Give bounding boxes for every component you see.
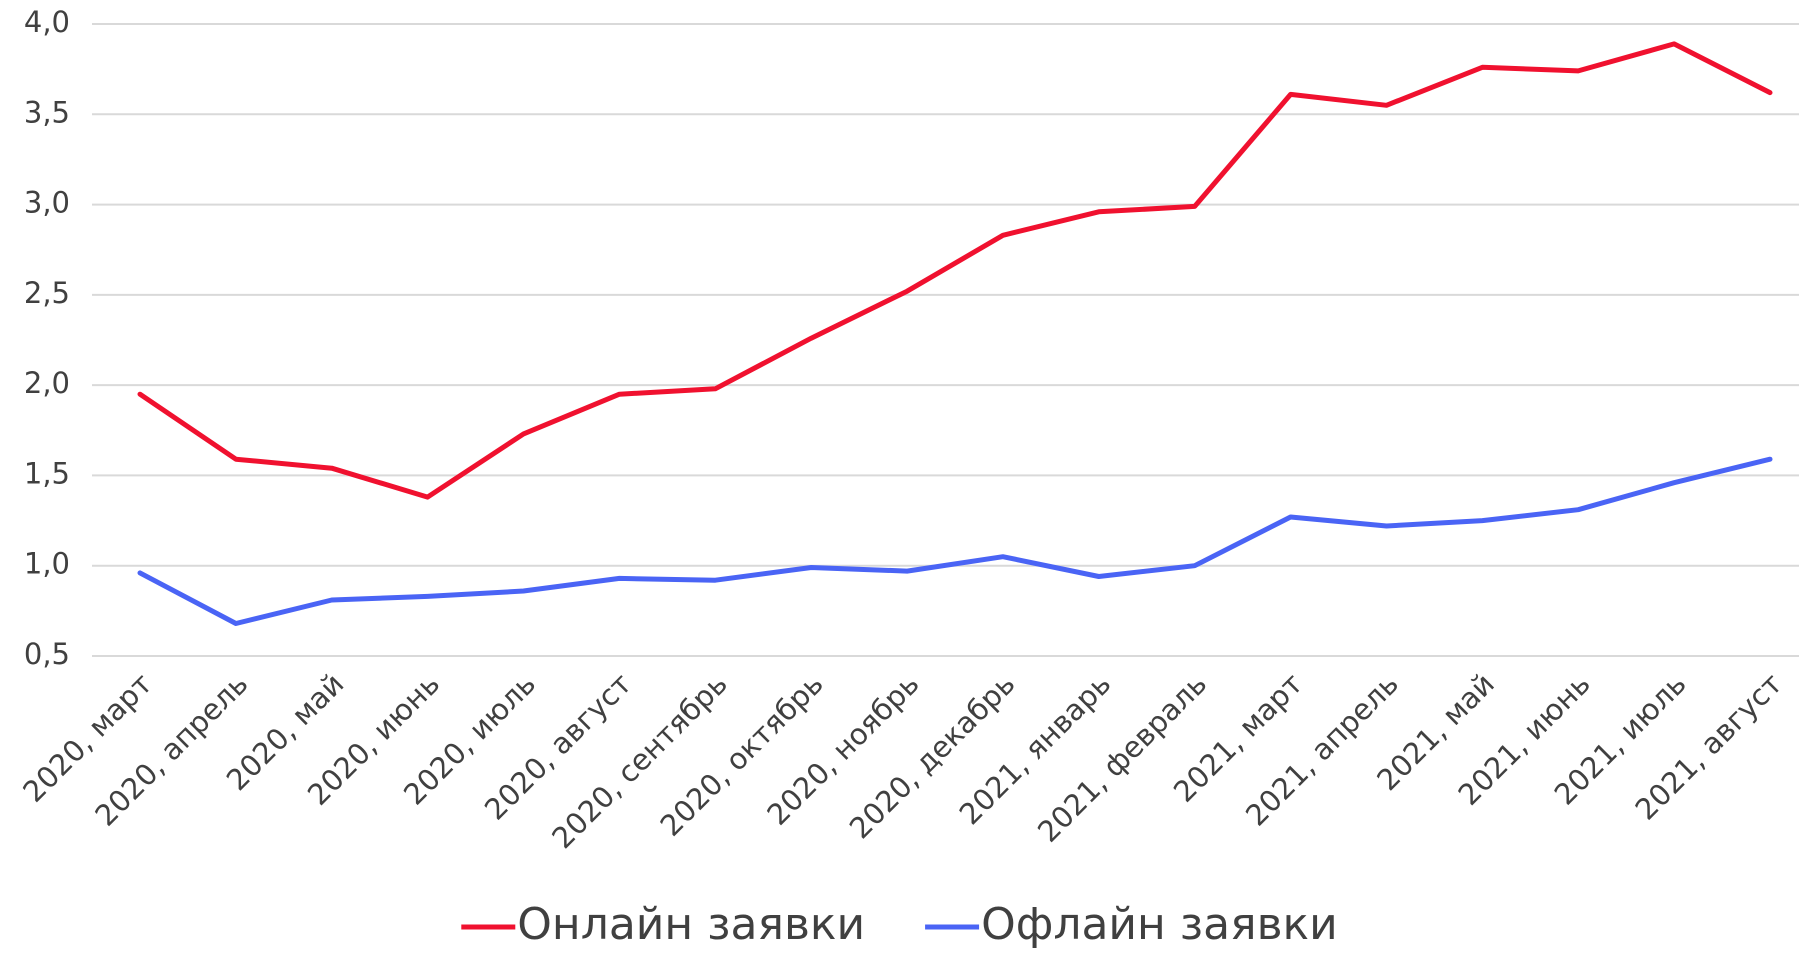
y-tick-label: 0,5 xyxy=(24,637,70,671)
x-tick-label: 2021, февраль xyxy=(1031,667,1213,849)
y-tick-label: 2,0 xyxy=(24,366,70,400)
y-tick-label: 2,5 xyxy=(24,276,70,310)
legend-label: Онлайн заявки xyxy=(517,899,865,950)
y-tick-label: 3,0 xyxy=(24,186,70,220)
line-series xyxy=(137,456,1773,626)
legend-label: Офлайн заявки xyxy=(981,899,1338,950)
line-series xyxy=(137,41,1773,500)
x-tick-label: 2020, сентябрь xyxy=(545,667,734,856)
y-tick-label: 1,0 xyxy=(24,547,70,581)
y-tick-label: 4,0 xyxy=(24,5,70,39)
y-tick-label: 1,5 xyxy=(24,456,70,490)
x-tick-label: 2020, декабрь xyxy=(843,667,1022,846)
legend: Онлайн заявки Офлайн заявки xyxy=(461,899,1338,950)
x-tick-label: 2020, октябрь xyxy=(654,667,830,843)
y-tick-label: 3,5 xyxy=(24,95,70,129)
